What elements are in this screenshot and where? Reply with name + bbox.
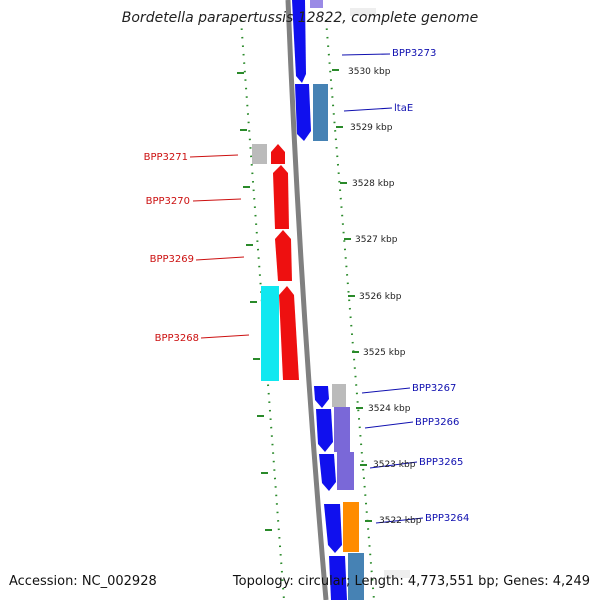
gene-label: BPP3269 [150,254,194,265]
genome-title: Bordetella parapertussis 12822, complete… [121,10,479,26]
scale-label: 3522 kbp [379,516,422,526]
forward-gene-labels: BPP3273 ltaE BPP3267 BPP3266 BPP3265 BPP… [392,48,469,524]
genome-stats: Topology: circular; Length: 4,773,551 bp… [233,574,590,589]
ruler-left-dotted [240,19,285,600]
ruler-right-ticks [332,69,372,522]
label-leaders [189,53,424,524]
gene-label: BPP3266 [415,417,459,428]
scale-label: 3530 kbp [348,67,391,77]
length-text: Length: 4,773,551 bp; [354,574,500,589]
scale-label: 3526 kbp [359,292,402,302]
ruler-right-dotted [325,19,375,600]
scale-label: 3524 kbp [368,404,411,414]
genes-text: Genes: 4,249 [503,574,590,589]
scale-ghost-bottom [384,570,410,578]
reverse-genes [252,144,299,381]
gene-label: BPP3264 [425,513,469,524]
gene-reverse-grey-1 [252,144,267,164]
genome-backbone [285,0,329,600]
gene-forward-blue-5 [319,454,336,491]
accession-text: Accession: NC_002928 [9,574,157,589]
scale-label: 3527 kbp [355,235,398,245]
gene-label: BPP3270 [146,196,190,207]
gene-label: BPP3271 [144,152,188,163]
scale-label: 3529 kbp [350,123,393,133]
scale-label: 3523 kbp [373,460,416,470]
gene-forward-blue-1 [292,0,306,83]
gene-label: BPP3273 [392,48,436,59]
forward-genes [292,0,364,600]
gene-reverse-red-3 [275,230,292,281]
topology-text: Topology: circular; [232,574,351,589]
gene-label: BPP3268 [155,333,199,344]
gene-label: ltaE [394,103,413,114]
gene-forward-purple-1 [310,0,323,8]
gene-forward-blue-7 [329,556,347,600]
scale-label: 3525 kbp [363,348,406,358]
gene-forward-grey-1 [332,384,346,407]
gene-forward-blue-6 [324,504,342,553]
gene-forward-steel-2 [348,553,364,600]
gene-reverse-red-1 [271,144,285,164]
gene-reverse-red-2 [273,165,289,229]
gene-forward-blue-2 [295,84,311,141]
gene-forward-blue-4 [316,409,333,452]
scale-ghost-top [350,8,376,16]
gene-reverse-red-4 [279,286,299,380]
gene-label: BPP3267 [412,383,456,394]
gene-reverse-cyan-1 [261,286,279,381]
gene-forward-orange-1 [343,502,359,552]
reverse-gene-labels: BPP3271 BPP3270 BPP3269 BPP3268 [144,152,199,344]
gene-forward-blue-3 [314,386,329,408]
ruler-left-ticks [237,72,272,531]
gene-forward-purple-2 [334,407,350,452]
gene-forward-purple-3 [337,452,354,490]
gene-label: BPP3265 [419,457,463,468]
gene-forward-steel-1 [313,84,328,141]
scale-label: 3528 kbp [352,179,395,189]
scale-labels: 3530 kbp 3529 kbp 3528 kbp 3527 kbp 3526… [348,67,422,526]
